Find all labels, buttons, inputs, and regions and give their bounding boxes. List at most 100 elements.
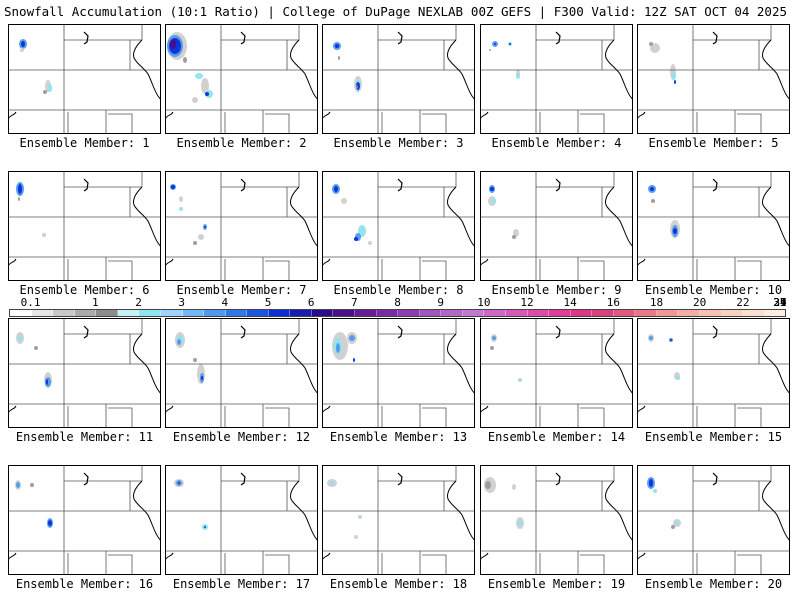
river-boundary bbox=[133, 333, 161, 395]
state-boundaries bbox=[637, 465, 790, 575]
snowfall-map bbox=[637, 465, 790, 575]
snowfall-map bbox=[322, 171, 475, 281]
panel-label: Ensemble Member: 4 bbox=[491, 136, 622, 150]
lake-outline bbox=[83, 472, 89, 486]
colorbar-label: 7 bbox=[351, 296, 358, 309]
lake-outline bbox=[555, 472, 561, 486]
snow-accumulation-area bbox=[18, 184, 22, 194]
snowfall-map bbox=[637, 318, 790, 428]
lake-outline bbox=[397, 178, 403, 192]
ensemble-member-panel: Ensemble Member: 11 bbox=[8, 318, 161, 444]
snow-accumulation-area bbox=[676, 376, 680, 380]
state-boundaries bbox=[322, 465, 475, 575]
lake-outline bbox=[83, 178, 89, 192]
lake-outline bbox=[240, 325, 246, 339]
state-boundaries bbox=[322, 318, 475, 428]
state-boundaries bbox=[165, 171, 318, 281]
snowfall-map bbox=[165, 171, 318, 281]
river-boundary bbox=[762, 333, 790, 395]
river-boundary bbox=[447, 39, 475, 101]
snow-accumulation-area bbox=[179, 207, 183, 211]
snow-accumulation-area bbox=[674, 80, 676, 84]
snowfall-map bbox=[637, 171, 790, 281]
snow-accumulation-area bbox=[183, 57, 187, 63]
snow-accumulation-area bbox=[44, 234, 46, 236]
river-boundary bbox=[605, 480, 633, 542]
colorbar-swatch bbox=[355, 310, 377, 316]
state-boundaries bbox=[165, 318, 318, 428]
colorbar-swatch bbox=[721, 310, 744, 316]
river-boundary bbox=[447, 186, 475, 248]
panel-frame bbox=[637, 465, 790, 575]
snow-accumulation-area bbox=[671, 525, 675, 529]
river-boundary bbox=[605, 39, 633, 101]
snow-accumulation-area bbox=[192, 97, 198, 103]
panel-label: Ensemble Member: 8 bbox=[333, 283, 464, 297]
snowfall-map bbox=[322, 465, 475, 575]
snow-accumulation-area bbox=[513, 229, 519, 237]
ensemble-member-panel: Ensemble Member: 17 bbox=[165, 465, 318, 591]
lake-outline bbox=[555, 178, 561, 192]
snow-accumulation-area bbox=[512, 484, 516, 490]
snowfall-map bbox=[165, 318, 318, 428]
snow-accumulation-area bbox=[179, 196, 183, 202]
colorbar-label: 39 bbox=[773, 296, 787, 309]
state-boundaries bbox=[480, 318, 633, 428]
river-boundary bbox=[290, 39, 318, 101]
snow-accumulation-area bbox=[341, 198, 347, 204]
ensemble-member-panel: Ensemble Member: 10 bbox=[637, 171, 790, 297]
river-boundary bbox=[605, 186, 633, 248]
colorbar-label: 16 bbox=[606, 296, 620, 309]
ensemble-member-panel: Ensemble Member: 6 bbox=[8, 171, 161, 297]
colorbar-swatch bbox=[527, 310, 550, 316]
snow-accumulation-area bbox=[354, 237, 358, 241]
ensemble-member-panel: Ensemble Member: 13 bbox=[322, 318, 475, 444]
colorbar-swatch bbox=[441, 310, 463, 316]
panel-label: Ensemble Member: 10 bbox=[644, 283, 783, 297]
panel-label: Ensemble Member: 2 bbox=[176, 136, 307, 150]
snow-accumulation-area bbox=[171, 185, 175, 189]
colorbar-label: 31 bbox=[773, 296, 787, 309]
snow-accumulation-area bbox=[48, 520, 52, 526]
snow-accumulation-area bbox=[338, 56, 340, 60]
colorbar-swatch bbox=[225, 310, 248, 316]
colorbar-label: 12 bbox=[520, 296, 534, 309]
lake-outline bbox=[555, 325, 561, 339]
snowfall-map bbox=[165, 24, 318, 134]
snow-accumulation-area bbox=[512, 235, 516, 239]
state-boundaries bbox=[322, 171, 475, 281]
panel-label: Ensemble Member: 16 bbox=[15, 577, 154, 591]
panel-label: Ensemble Member: 5 bbox=[648, 136, 779, 150]
state-boundaries bbox=[480, 24, 633, 134]
snow-accumulation-area bbox=[354, 535, 358, 539]
lake-outline bbox=[397, 31, 403, 45]
snow-accumulation-area bbox=[490, 346, 494, 350]
lake-outline bbox=[240, 472, 246, 486]
panel-frame bbox=[8, 318, 161, 428]
state-boundaries bbox=[480, 171, 633, 281]
river-boundary bbox=[290, 480, 318, 542]
colorbar-label: 22 bbox=[736, 296, 750, 309]
river-boundary bbox=[133, 186, 161, 248]
snow-accumulation-area bbox=[492, 336, 496, 340]
lake-outline bbox=[712, 325, 718, 339]
panel-label: Ensemble Member: 9 bbox=[491, 283, 622, 297]
colorbar-swatch bbox=[160, 310, 183, 316]
snowfall-map bbox=[480, 24, 633, 134]
lake-outline bbox=[397, 325, 403, 339]
colorbar-label: 27 bbox=[773, 296, 787, 309]
colorbar-swatch bbox=[333, 310, 355, 316]
colorbar-swatch bbox=[592, 310, 614, 316]
snow-accumulation-area bbox=[359, 516, 361, 518]
snow-accumulation-area bbox=[519, 379, 521, 381]
snow-accumulation-area bbox=[16, 482, 20, 488]
snowfall-colorbar bbox=[9, 309, 786, 317]
panel-label: Ensemble Member: 20 bbox=[644, 577, 783, 591]
state-boundaries bbox=[8, 24, 161, 134]
colorbar-swatch bbox=[117, 310, 140, 316]
panel-label: Ensemble Member: 12 bbox=[172, 430, 311, 444]
ensemble-member-panel: Ensemble Member: 19 bbox=[480, 465, 633, 591]
snow-accumulation-area bbox=[653, 489, 657, 493]
colorbar-label: 20 bbox=[693, 296, 707, 309]
ensemble-member-panel: Ensemble Member: 3 bbox=[322, 24, 475, 150]
